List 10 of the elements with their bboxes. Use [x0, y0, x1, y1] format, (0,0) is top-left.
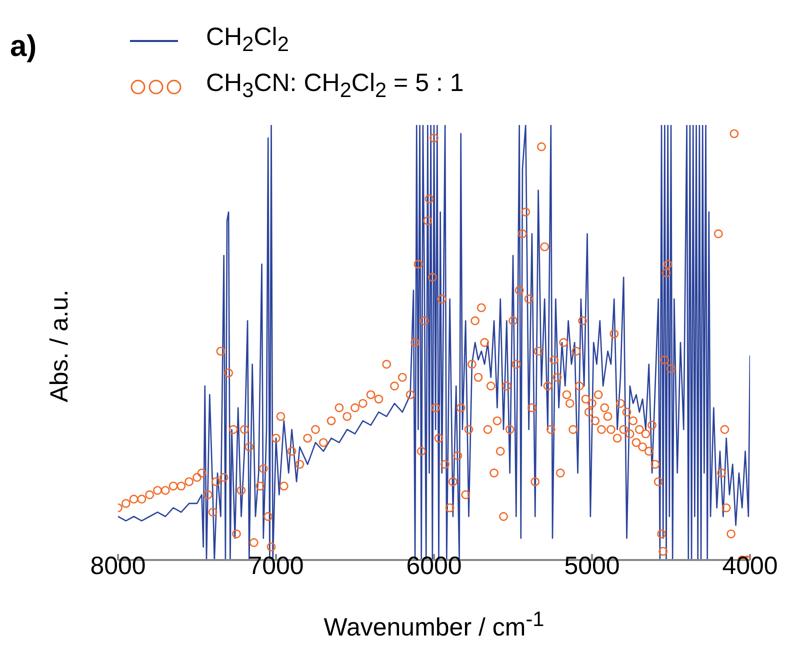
legend-label: CH$_{3}$CN: CH$_{2}$Cl$_{2}$ = 5 : 1	[206, 68, 464, 104]
legend-label: CH$_{2}$Cl$_{2}$	[206, 22, 289, 58]
x-axis-title: Wavenumber / cm$^{-1}$	[322, 608, 546, 642]
chart-title: a)	[10, 30, 37, 64]
x-tick-label: 4000	[722, 552, 778, 580]
y-axis-title: Abs. / a.u.	[46, 290, 74, 402]
x-tick-label: 5000	[564, 552, 620, 580]
x-tick-label: 8000	[90, 552, 146, 580]
x-tick-label: 7000	[248, 552, 304, 580]
x-tick-label: 6000	[406, 552, 462, 580]
